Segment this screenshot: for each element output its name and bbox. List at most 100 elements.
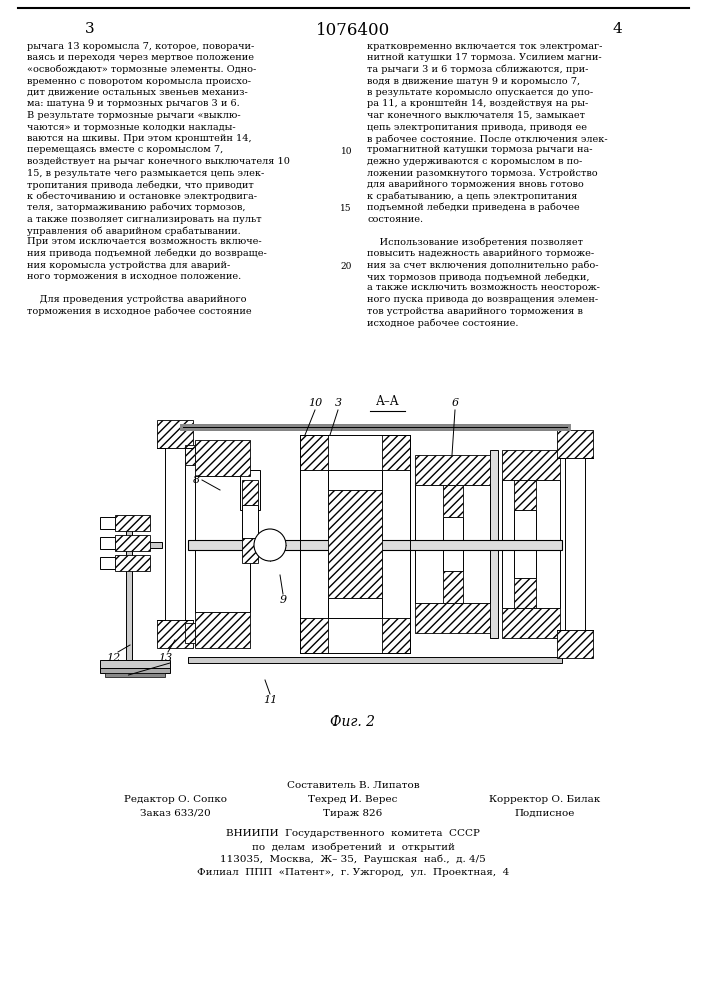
Text: Фиг. 2: Фиг. 2 <box>330 715 375 729</box>
Text: ния за счет включения дополнительно рабо-: ния за счет включения дополнительно рабо… <box>367 260 599 270</box>
Bar <box>382 618 410 653</box>
Text: состояние.: состояние. <box>367 215 423 224</box>
Bar <box>240 470 260 510</box>
Bar <box>242 480 258 505</box>
Text: 9: 9 <box>279 595 286 605</box>
Text: по  делам  изобретений  и  открытий: по делам изобретений и открытий <box>252 842 455 852</box>
Text: исходное рабочее состояние.: исходное рабочее состояние. <box>367 318 518 328</box>
Bar <box>557 430 593 458</box>
Bar <box>242 538 258 563</box>
Bar <box>100 660 170 668</box>
Bar <box>115 555 150 571</box>
Bar <box>195 612 250 648</box>
Text: 12: 12 <box>106 653 120 663</box>
Bar <box>100 517 115 529</box>
Text: перемещаясь вместе с коромыслом 7,: перемещаясь вместе с коромыслом 7, <box>27 145 223 154</box>
Text: 15, в результате чего размыкается цепь элек-: 15, в результате чего размыкается цепь э… <box>27 168 264 178</box>
Text: водя в движение шатун 9 и коромысло 7,: водя в движение шатун 9 и коромысло 7, <box>367 77 580 86</box>
Text: чих тормозов привода подъемной лебедки,: чих тормозов привода подъемной лебедки, <box>367 272 590 282</box>
Text: торможения в исходное рабочее состояние: торможения в исходное рабочее состояние <box>27 306 252 316</box>
Bar <box>565 458 585 630</box>
Text: А–А: А–А <box>376 395 400 408</box>
Bar <box>165 448 185 620</box>
Text: Филиал  ППП  «Патент»,  г. Ужгород,  ул.  Проектная,  4: Филиал ППП «Патент», г. Ужгород, ул. Про… <box>197 868 509 877</box>
Text: подъемной лебедки приведена в рабочее: подъемной лебедки приведена в рабочее <box>367 203 580 213</box>
Text: Составитель В. Липатов: Составитель В. Липатов <box>286 781 419 790</box>
Text: При этом исключается возможность включе-: При этом исключается возможность включе- <box>27 237 262 246</box>
Bar <box>185 623 195 643</box>
Text: повысить надежность аварийного торможе-: повысить надежность аварийного торможе- <box>367 249 594 258</box>
Circle shape <box>254 529 286 561</box>
Text: та рычаги 3 и 6 тормоза сближаются, при-: та рычаги 3 и 6 тормоза сближаются, при- <box>367 65 588 75</box>
Text: к обесточиванию и остановке электродвига-: к обесточиванию и остановке электродвига… <box>27 192 257 201</box>
Bar <box>514 510 536 578</box>
Bar <box>242 505 258 538</box>
Bar <box>415 603 490 633</box>
Bar <box>557 630 593 658</box>
Text: 1076400: 1076400 <box>316 22 390 39</box>
Bar <box>514 578 536 608</box>
Text: рычага 13 коромысла 7, которое, поворачи-: рычага 13 коромысла 7, которое, поворачи… <box>27 42 255 51</box>
Text: Подписное: Подписное <box>515 809 575 818</box>
Text: чаг конечного выключателя 15, замыкает: чаг конечного выключателя 15, замыкает <box>367 111 585 120</box>
Text: Заказ 633/20: Заказ 633/20 <box>139 809 211 818</box>
Bar <box>157 420 193 448</box>
Text: 13: 13 <box>158 653 172 663</box>
Bar <box>328 490 382 598</box>
Bar <box>188 540 562 550</box>
Text: 10: 10 <box>308 398 322 408</box>
Text: 11: 11 <box>263 695 277 705</box>
Bar <box>490 450 498 638</box>
Text: дит движение остальных звеньев механиз-: дит движение остальных звеньев механиз- <box>27 88 247 97</box>
Text: ра 11, а кронштейн 14, воздействуя на ры-: ра 11, а кронштейн 14, воздействуя на ры… <box>367 100 588 108</box>
Text: а также позволяет сигнализировать на пульт: а также позволяет сигнализировать на пул… <box>27 215 262 224</box>
Text: 113035,  Москва,  Ж– 35,  Раушская  наб.,  д. 4/5: 113035, Москва, Ж– 35, Раушская наб., д.… <box>220 855 486 864</box>
Text: тов устройства аварийного торможения в: тов устройства аварийного торможения в <box>367 306 583 316</box>
Bar <box>415 485 490 603</box>
Bar <box>443 571 462 603</box>
Bar <box>382 470 410 618</box>
Bar <box>514 480 536 510</box>
Text: теля, затормаживанию рабочих тормозов,: теля, затормаживанию рабочих тормозов, <box>27 203 245 213</box>
Bar <box>100 668 170 673</box>
Text: Корректор О. Билак: Корректор О. Билак <box>489 795 601 804</box>
Text: цепь электропитания привода, приводя ее: цепь электропитания привода, приводя ее <box>367 122 587 131</box>
Bar <box>142 542 162 548</box>
Text: «освобождают» тормозные элементы. Одно-: «освобождают» тормозные элементы. Одно- <box>27 65 256 75</box>
Text: ваясь и переходя через мертвое положение: ваясь и переходя через мертвое положение <box>27 53 254 62</box>
Bar <box>415 455 490 485</box>
Text: Редактор О. Сопко: Редактор О. Сопко <box>124 795 226 804</box>
Text: тропитания привода лебедки, что приводит: тропитания привода лебедки, что приводит <box>27 180 254 190</box>
Text: ваются на шкивы. При этом кронштейн 14,: ваются на шкивы. При этом кронштейн 14, <box>27 134 252 143</box>
Text: чаются» и тормозные колодки наклады-: чаются» и тормозные колодки наклады- <box>27 122 235 131</box>
Bar <box>502 480 560 608</box>
Bar <box>105 673 165 677</box>
Bar <box>328 470 382 490</box>
Bar <box>300 618 328 653</box>
Bar <box>188 657 562 663</box>
Bar <box>300 470 328 618</box>
Bar <box>115 535 150 551</box>
Text: ного пуска привода до возвращения элемен-: ного пуска привода до возвращения элемен… <box>367 295 598 304</box>
Bar <box>502 608 560 638</box>
Text: 4: 4 <box>612 22 622 36</box>
Text: воздействует на рычаг конечного выключателя 10: воздействует на рычаг конечного выключат… <box>27 157 290 166</box>
Text: 20: 20 <box>341 262 352 271</box>
Text: Техред И. Верес: Техред И. Верес <box>308 795 397 804</box>
Bar <box>195 476 250 612</box>
Text: тромагнитной катушки тормоза рычаги на-: тромагнитной катушки тормоза рычаги на- <box>367 145 592 154</box>
Text: дежно удерживаются с коромыслом в по-: дежно удерживаются с коромыслом в по- <box>367 157 583 166</box>
Text: ния коромысла устройства для аварий-: ния коромысла устройства для аварий- <box>27 260 230 269</box>
Text: 6: 6 <box>452 398 459 408</box>
Text: Тираж 826: Тираж 826 <box>323 809 382 818</box>
Text: а также исключить возможность неосторож-: а также исключить возможность неосторож- <box>367 284 600 292</box>
Bar <box>185 445 195 465</box>
Bar <box>100 537 115 549</box>
Bar <box>115 515 150 531</box>
Text: Для проведения устройства аварийного: Для проведения устройства аварийного <box>27 295 247 304</box>
Text: ложении разомкнутого тормоза. Устройство: ложении разомкнутого тормоза. Устройство <box>367 168 597 178</box>
Text: 10: 10 <box>341 147 352 156</box>
Bar <box>157 620 193 648</box>
Bar <box>502 450 560 480</box>
Text: ма: шатуна 9 и тормозных рычагов 3 и 6.: ма: шатуна 9 и тормозных рычагов 3 и 6. <box>27 100 240 108</box>
